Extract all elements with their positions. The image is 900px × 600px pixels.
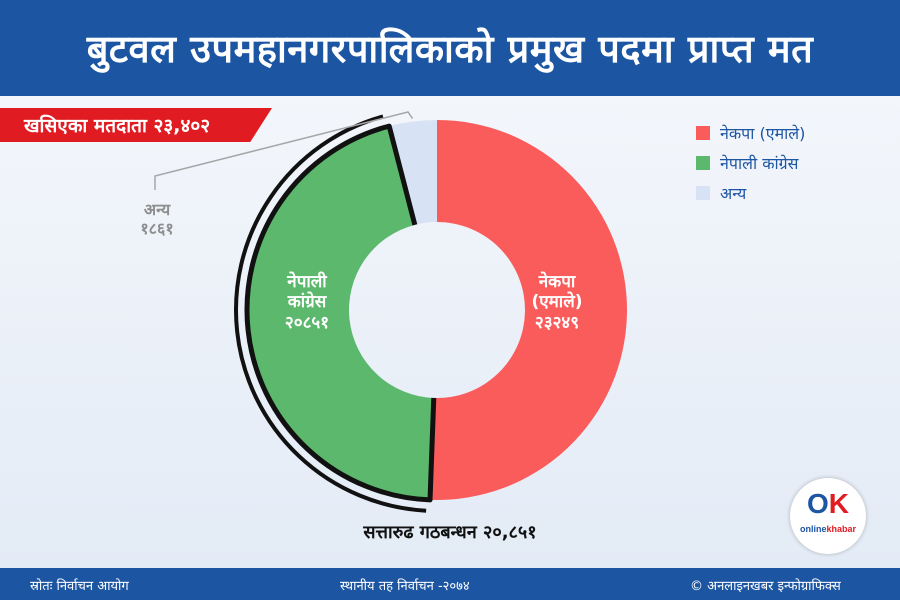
slice-label-line: १८६१ — [140, 219, 174, 239]
legend-label: नेकपा (एमाले) — [720, 124, 806, 143]
coalition-total-annotation: सत्तारुढ गठबन्धन २०,८५१ — [363, 522, 537, 543]
slice-label-line: अन्य — [143, 200, 171, 219]
slice-label-line: नेकपा — [538, 272, 576, 292]
logo-text-khabar: khabar — [826, 524, 856, 534]
slice-label-congress: नेपाली कांग्रेस २०८५१ — [262, 272, 352, 333]
legend-swatch — [696, 156, 710, 170]
legend-label: नेपाली कांग्रेस — [720, 154, 799, 173]
other-leader-line — [154, 111, 414, 190]
slice-label-line: कांग्रेस — [287, 292, 327, 313]
legend-item: अन्य — [696, 178, 805, 208]
logo-mark: OK — [790, 488, 866, 520]
slice-other — [389, 120, 437, 225]
slice-label-line: २३२४९ — [534, 312, 580, 333]
legend-item: नेकपा (एमाले) — [696, 118, 805, 148]
slice-label-nekapa: नेकपा (एमाले) २३२४९ — [515, 272, 599, 333]
footer-election: स्थानीय तह निर्वाचन -२०७४ — [340, 579, 470, 594]
slice-label-other: अन्य १८६१ — [122, 200, 192, 238]
legend-item: नेपाली कांग्रेस — [696, 148, 805, 178]
footer-source: स्रोतः निर्वाचन आयोग — [30, 579, 129, 594]
slice-label-line: नेपाली — [287, 272, 327, 292]
chart-legend: नेकपा (एमाले) नेपाली कांग्रेस अन्य — [696, 118, 805, 208]
header-bar: बुटवल उपमहानगरपालिकाको प्रमुख पदमा प्राप… — [0, 0, 900, 96]
legend-swatch — [696, 126, 710, 140]
logo-wordmark: onlinekhabar — [790, 524, 866, 534]
coalition-slice-outline — [244, 123, 437, 503]
logo-k: K — [828, 488, 849, 519]
footer-bar: स्रोतः निर्वाचन आयोग स्थानीय तह निर्वाचन… — [0, 568, 900, 600]
coalition-bracket-arc — [234, 114, 427, 513]
total-votes-banner: खसिएका मतदाता २३,४०२ — [0, 108, 272, 142]
slice-nekapa — [430, 120, 627, 500]
total-votes-text: खसिएका मतदाता २३,४०२ — [24, 115, 211, 137]
slice-congress — [246, 126, 434, 500]
slice-label-line: (एमाले) — [531, 292, 583, 313]
page-title: बुटवल उपमहानगरपालिकाको प्रमुख पदमा प्राप… — [86, 27, 814, 71]
onlinekhabar-logo: OK onlinekhabar — [790, 478, 866, 554]
logo-text-online: online — [799, 524, 827, 534]
legend-label: अन्य — [720, 184, 747, 203]
footer-credit: © अनलाइनखबर इन्फोग्राफिक्स — [690, 579, 841, 594]
slice-label-line: २०८५१ — [284, 312, 330, 333]
logo-o: O — [806, 488, 829, 519]
legend-swatch — [696, 186, 710, 200]
